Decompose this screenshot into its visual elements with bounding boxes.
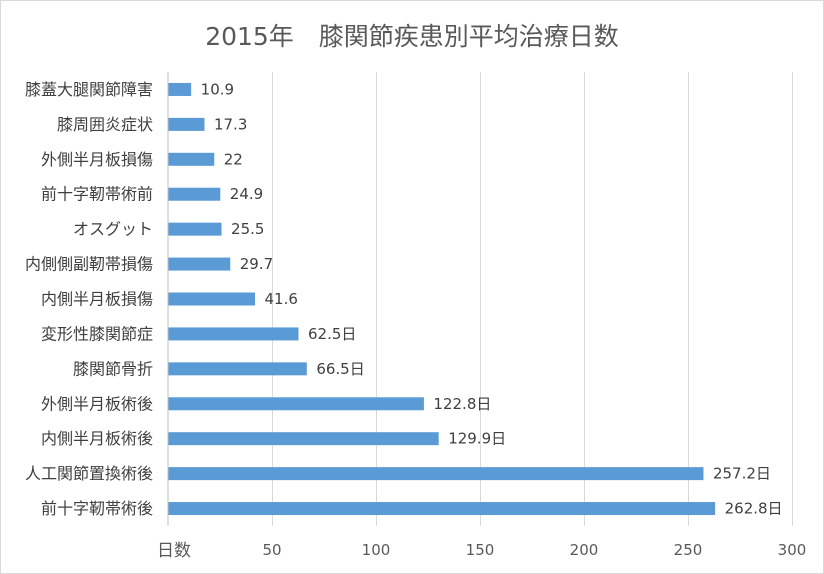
x-tick-label: 200 xyxy=(570,541,599,559)
chart-bar-5 xyxy=(168,222,222,236)
data-labels: 10.9 17.3 22 24.9 25.5 29.7 41.6 62.5日 66.5日 122.… xyxy=(201,80,783,517)
category-label: 膝関節骨折 xyxy=(73,359,153,378)
chart-bar-9 xyxy=(168,362,307,376)
gridlines xyxy=(167,72,793,526)
category-label: オスグット xyxy=(73,220,153,239)
category-label: 外側半月板術後 xyxy=(41,394,153,413)
data-label: 24.9 xyxy=(230,185,263,203)
x-tick-label: 250 xyxy=(674,541,703,559)
data-label: 122.8日 xyxy=(433,395,491,413)
data-label: 66.5日 xyxy=(316,360,364,378)
data-label: 41.6 xyxy=(265,290,298,308)
chart-bar-13 xyxy=(168,502,716,516)
category-label: 内側半月板損傷 xyxy=(41,290,153,309)
chart-bar-11 xyxy=(168,432,439,446)
data-label: 10.9 xyxy=(201,80,234,98)
category-label: 膝周囲炎症状 xyxy=(57,115,153,134)
category-label: 前十字靭帯術前 xyxy=(41,185,153,204)
chart-bar-3 xyxy=(168,152,215,166)
category-label: 外側半月板損傷 xyxy=(41,150,153,169)
category-label: 内側側副靭帯損傷 xyxy=(25,255,153,274)
chart-bar-8 xyxy=(168,327,299,341)
chart-bar-2 xyxy=(168,117,205,131)
data-label: 129.9日 xyxy=(448,430,506,448)
chart-bar-1 xyxy=(168,82,192,96)
chart-bar-10 xyxy=(168,397,424,411)
x-tick-label: 150 xyxy=(466,541,495,559)
chart-bar-4 xyxy=(168,187,221,201)
chart-bar-12 xyxy=(168,467,704,481)
bars xyxy=(168,82,716,516)
x-axis-tick-labels: 50 100 150 200 250 300 xyxy=(262,541,806,559)
data-label: 25.5 xyxy=(231,220,264,238)
x-tick-label: 50 xyxy=(262,541,281,559)
data-label: 17.3 xyxy=(214,115,247,133)
category-labels: 膝蓋大腿関節障害膝周囲炎症状外側半月板損傷前十字靭帯術前オスグット内側側副靭帯損… xyxy=(25,80,153,518)
data-label: 62.5日 xyxy=(308,325,356,343)
chart-bar-7 xyxy=(168,292,256,306)
category-label: 人工関節置換術後 xyxy=(25,464,153,483)
category-label: 膝蓋大腿関節障害 xyxy=(25,80,153,99)
x-axis-title: 日数 xyxy=(157,541,191,561)
category-label: 前十字靭帯術後 xyxy=(41,499,153,518)
data-label: 22 xyxy=(224,150,243,168)
chart-bar-6 xyxy=(168,257,231,271)
category-label: 変形性膝関節症 xyxy=(41,324,153,343)
x-tick-label: 300 xyxy=(778,541,807,559)
category-label: 内側半月板術後 xyxy=(41,429,153,448)
data-label: 29.7 xyxy=(240,255,273,273)
data-label: 262.8日 xyxy=(725,500,783,518)
data-label: 257.2日 xyxy=(713,465,771,483)
x-tick-label: 100 xyxy=(362,541,391,559)
chart-title: 2015年 膝関節疾患別平均治療日数 xyxy=(205,22,619,51)
